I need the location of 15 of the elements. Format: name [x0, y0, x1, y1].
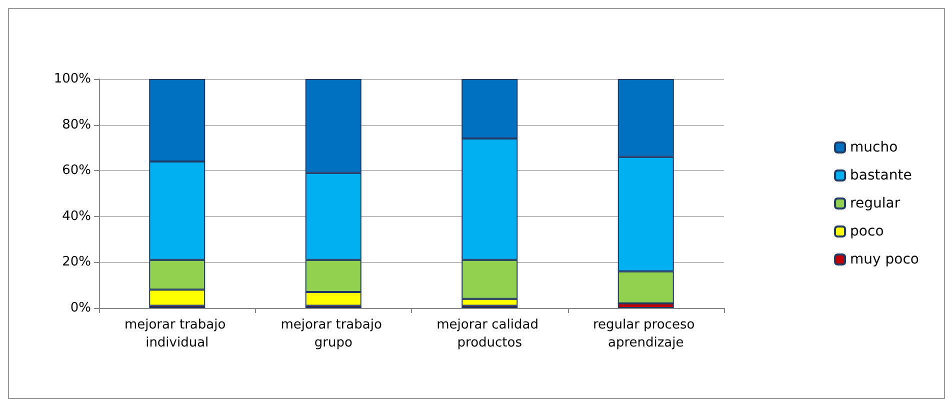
- legend-label: poco: [850, 224, 884, 240]
- x-tick-label: regular proceso aprendizaje: [592, 318, 699, 350]
- y-tick-label: 0%: [70, 300, 91, 316]
- y-tick-label: 80%: [62, 117, 91, 132]
- y-tick-label: 20%: [62, 254, 91, 270]
- legend-label: muy poco: [850, 252, 920, 268]
- legend-label: regular: [850, 196, 900, 212]
- y-tick-label: 60%: [62, 163, 91, 178]
- x-tick-label: mejorar calidad productos: [436, 318, 543, 350]
- x-tick-label: mejorar trabajo grupo: [280, 318, 386, 350]
- legend-label: bastante: [850, 168, 912, 184]
- legend-label: mucho: [850, 140, 898, 156]
- x-tick-label: mejorar trabajo individual: [124, 318, 230, 350]
- y-tick-label: 100%: [54, 72, 91, 86]
- y-tick-label: 40%: [62, 208, 91, 224]
